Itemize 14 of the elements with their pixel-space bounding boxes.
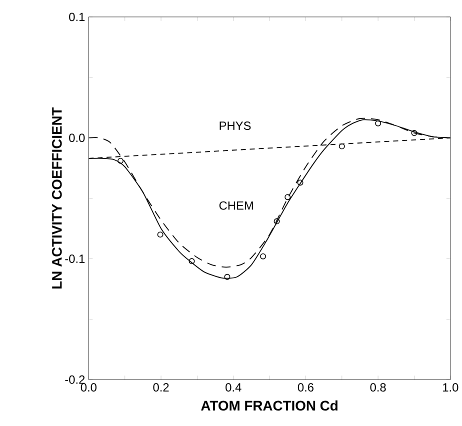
x-tick-label: 0.8 <box>370 382 386 392</box>
x-tick-label: 0.4 <box>226 382 242 392</box>
y-axis-title: LN ACTIVITY COEFFICIENT <box>52 107 62 288</box>
annotation: CHEM <box>219 201 253 210</box>
y-tick-label: 0.0 <box>69 133 85 142</box>
x-axis-title: ATOM FRACTION Cd <box>201 400 338 410</box>
y-tick-label: -0.2 <box>65 375 85 384</box>
x-tick-label: 0.0 <box>80 382 97 392</box>
y-tick-label: 0.1 <box>69 12 85 21</box>
x-tick-label: 1.0 <box>443 382 458 392</box>
y-tick-label: -0.1 <box>65 254 85 263</box>
x-tick-label: 0.2 <box>153 382 169 392</box>
annotation: PHYS <box>220 121 251 130</box>
x-tick-label: 0.6 <box>298 382 314 392</box>
